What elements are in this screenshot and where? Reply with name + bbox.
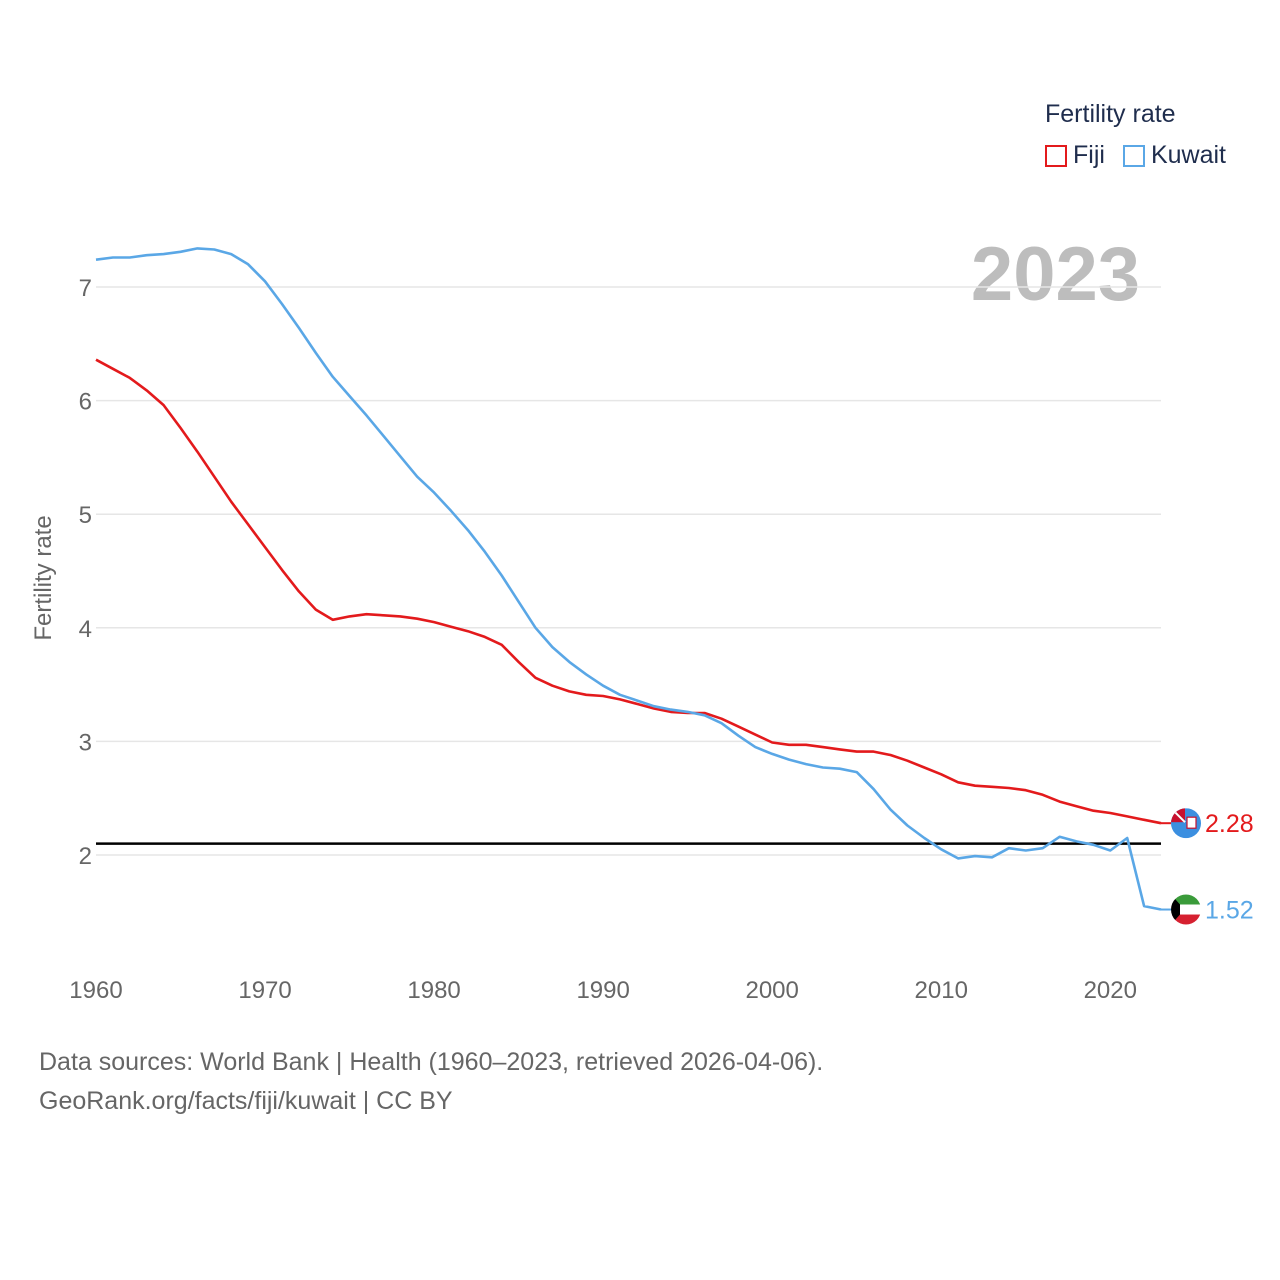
legend-title: Fertility rate [1045,100,1176,128]
flag-shield [1186,816,1197,829]
end-value-label-fiji: 2.28 [1205,810,1254,838]
x-tick-label-1990: 1990 [576,977,629,1004]
y-axis-title: Fertility rate [30,515,57,640]
y-tick-label-5: 5 [79,502,92,529]
footer: Data sources: World Bank | Health (1960–… [39,1043,823,1121]
legend-label-kuwait: Kuwait [1150,141,1226,169]
x-tick-label-1970: 1970 [238,977,291,1004]
flag-body [1171,894,1201,925]
flag-stripe-white [1171,904,1201,915]
legend-item-fiji[interactable]: Fiji [1045,141,1105,170]
flag-stripe-green [1171,894,1201,905]
x-tick-label-1980: 1980 [407,977,460,1004]
y-tick-label-3: 3 [79,729,92,756]
legend-item-kuwait[interactable]: Kuwait [1122,141,1226,170]
legend-label-fiji: Fiji [1073,141,1105,169]
flag-stripe-red [1171,914,1201,925]
x-tick-label-2000: 2000 [745,977,798,1004]
fiji-flag-icon [1171,808,1201,839]
end-value-label-kuwait: 1.52 [1205,897,1254,925]
year-watermark: 2023 [971,232,1140,317]
y-tick-label-6: 6 [79,389,92,416]
series-line-kuwait [95,247,1162,911]
legend-swatch-fiji [1045,144,1067,167]
legend: Fiji Kuwait [1045,141,1244,170]
flag-body [1171,808,1201,839]
y-tick-label-7: 7 [79,275,92,302]
legend-swatch-kuwait [1122,144,1145,167]
attribution-link[interactable]: GeoRank.org/facts/fiji/kuwait | CC BY [39,1087,453,1115]
y-tick-label-4: 4 [79,616,92,643]
x-tick-label-2020: 2020 [1084,977,1137,1004]
flag-trapezoid [1171,894,1180,925]
x-tick-label-2010: 2010 [915,977,968,1004]
data-source-text: Data sources: World Bank | Health (1960–… [39,1048,824,1076]
x-tick-label-1960: 1960 [69,977,122,1004]
y-tick-label-2: 2 [79,843,92,870]
series-line-fiji [95,358,1162,825]
kuwait-flag-icon [1171,894,1201,925]
